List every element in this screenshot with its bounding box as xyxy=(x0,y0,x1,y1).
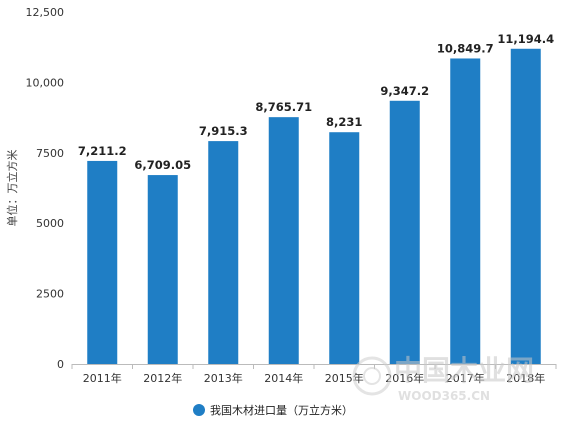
y-tick-label: 10,000 xyxy=(26,76,65,89)
bar xyxy=(389,100,420,365)
y-tick-label: 2500 xyxy=(36,288,64,301)
watermark-text: 中国木业网 xyxy=(394,354,534,387)
y-tick-label: 5000 xyxy=(36,217,64,230)
x-tick-label: 2016年 xyxy=(385,371,424,385)
bar-value-label: 11,194.4 xyxy=(497,32,554,46)
x-tick-label: 2012年 xyxy=(143,371,182,385)
bar-value-label: 8,231 xyxy=(326,115,362,129)
y-axis-ticks: 0 2500 5000 7500 10,000 12,500 xyxy=(26,6,65,371)
bar-value-label: 7,211.2 xyxy=(78,144,127,158)
bar-value-label: 6,709.05 xyxy=(134,158,191,172)
legend-label: 我国木材进口量（万立方米） xyxy=(210,403,353,417)
bar xyxy=(329,132,360,364)
x-tick-label: 2018年 xyxy=(506,371,545,385)
bar-value-label: 10,849.7 xyxy=(437,41,494,55)
bar xyxy=(147,175,178,364)
x-tick-label: 2011年 xyxy=(83,371,122,385)
y-tick-label: 0 xyxy=(57,358,64,371)
y-tick-label: 7500 xyxy=(36,147,64,160)
x-tick-label: 2017年 xyxy=(446,371,485,385)
x-tick-label: 2015年 xyxy=(325,371,364,385)
bar xyxy=(208,141,239,364)
legend: 我国木材进口量（万立方米） xyxy=(193,403,353,417)
bar-value-label: 7,915.3 xyxy=(199,124,248,138)
bar xyxy=(268,117,299,364)
bars: 7,211.2 6,709.05 7,915.3 8,765.71 8,231 9,347… xyxy=(78,32,554,365)
x-tick-label: 2014年 xyxy=(264,371,303,385)
watermark-subtext: WOOD365.CN xyxy=(398,389,490,403)
y-axis-title: 单位：万立方米 xyxy=(5,150,19,227)
y-tick-label: 12,500 xyxy=(26,6,65,19)
bar-value-label: 8,765.71 xyxy=(255,100,312,114)
bar xyxy=(87,160,118,364)
watermark-logo: 中国木业网 WOOD365.CN xyxy=(352,354,534,403)
bar xyxy=(510,48,541,365)
x-tick-label: 2013年 xyxy=(204,371,243,385)
legend-marker xyxy=(193,404,205,416)
bar-value-label: 9,347.2 xyxy=(380,84,429,98)
bar xyxy=(450,58,481,365)
